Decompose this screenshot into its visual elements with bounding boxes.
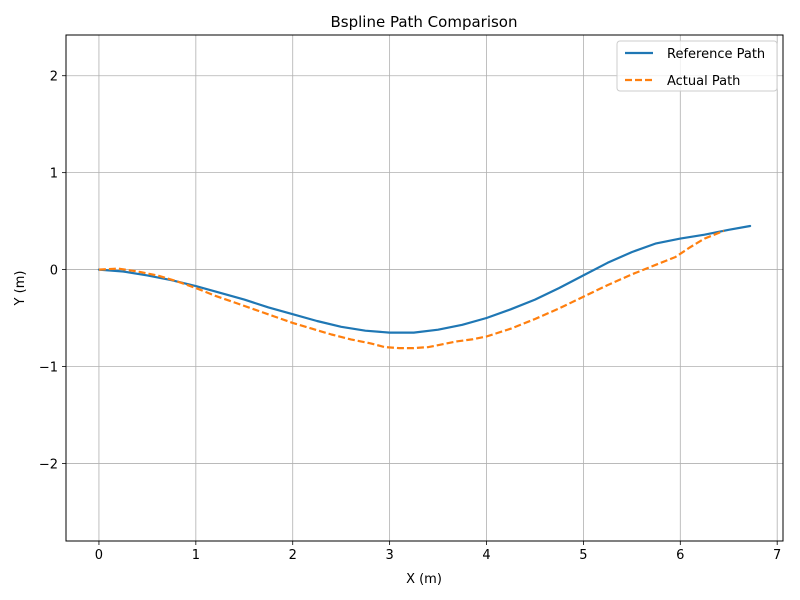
reference-path-line xyxy=(97,224,752,334)
x-tick-label: 6 xyxy=(676,548,684,563)
y-tick-label: −1 xyxy=(39,361,58,376)
legend-label-actual-path: Actual Path xyxy=(667,74,740,89)
x-tick-label: 5 xyxy=(579,548,587,563)
actual-path-line xyxy=(98,229,725,350)
y-tick-label: 1 xyxy=(50,167,58,182)
legend: Reference Path Actual Path xyxy=(616,40,778,92)
y-tick-label: −2 xyxy=(39,457,58,472)
x-tick-label: 3 xyxy=(385,548,393,563)
x-axis-label: X (m) xyxy=(406,572,442,587)
x-tick-label: 0 xyxy=(95,548,103,563)
chart-title: Bspline Path Comparison xyxy=(331,13,518,31)
legend-label-reference-path: Reference Path xyxy=(667,47,765,62)
x-tick-label: 4 xyxy=(482,548,490,563)
grid-lines xyxy=(66,35,783,541)
x-tick-label: 2 xyxy=(289,548,297,563)
x-tick-label: 1 xyxy=(192,548,200,563)
legend-box xyxy=(616,40,778,92)
plot-frame xyxy=(65,34,784,542)
axis-ticks: 0 1 2 3 4 5 6 7 −2 −1 0 1 2 xyxy=(39,70,781,563)
y-axis-label: Y (m) xyxy=(13,271,28,307)
series-group xyxy=(97,224,752,350)
y-tick-label: 2 xyxy=(50,70,58,85)
y-tick-label: 0 xyxy=(50,264,58,279)
x-tick-label: 7 xyxy=(773,548,781,563)
